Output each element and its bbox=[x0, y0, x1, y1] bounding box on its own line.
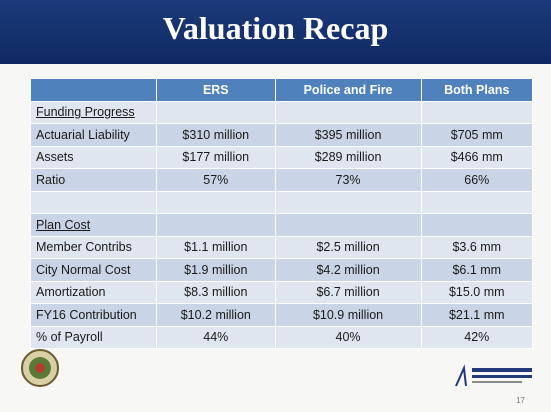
empty-cell bbox=[274, 213, 422, 237]
column-header: ERS bbox=[156, 78, 276, 102]
empty-cell bbox=[156, 100, 276, 124]
empty-cell bbox=[274, 100, 422, 124]
row-label: % of Payroll bbox=[30, 325, 157, 349]
table-row: Assets $177 million $289 million $466 mm bbox=[30, 145, 534, 169]
empty-cell bbox=[274, 190, 422, 214]
row-label: FY16 Contribution bbox=[30, 303, 157, 327]
header-row: ERS Police and Fire Both Plans bbox=[30, 78, 534, 102]
title-bar bbox=[0, 0, 551, 64]
recap-table: ERS Police and Fire Both Plans Funding Pro… bbox=[30, 78, 534, 349]
table-body: Funding Progress Actuarial Liability $310 … bbox=[30, 100, 534, 349]
empty-cell bbox=[420, 190, 534, 214]
table-row: Amortization $8.3 million $6.7 million $15.… bbox=[30, 280, 534, 304]
value-cell: 44% bbox=[156, 325, 276, 349]
empty-cell bbox=[30, 190, 157, 214]
table-row: City Normal Cost $1.9 million $4.2 million… bbox=[30, 258, 534, 282]
value-cell: $2.5 million bbox=[274, 235, 422, 259]
row-label: Assets bbox=[30, 145, 157, 169]
table-row: Funding Progress bbox=[30, 100, 534, 124]
value-cell: $10.2 million bbox=[156, 303, 276, 327]
value-cell: $10.9 million bbox=[274, 303, 422, 327]
value-cell: $6.1 mm bbox=[420, 258, 534, 282]
table-row: % of Payroll 44% 40% 42% bbox=[30, 325, 534, 349]
value-cell: $4.2 million bbox=[274, 258, 422, 282]
section-title: Plan Cost bbox=[30, 213, 157, 237]
slide-title: Valuation Recap bbox=[162, 10, 389, 46]
empty-cell bbox=[156, 190, 276, 214]
value-cell: $15.0 mm bbox=[420, 280, 534, 304]
table-row: FY16 Contribution $10.2 million $10.9 mill… bbox=[30, 303, 534, 327]
city-seal bbox=[21, 349, 59, 387]
value-cell: $6.7 million bbox=[274, 280, 422, 304]
value-cell: 66% bbox=[420, 168, 534, 192]
row-label: Ratio bbox=[30, 168, 157, 192]
value-cell: $1.1 million bbox=[156, 235, 276, 259]
value-cell: 73% bbox=[274, 168, 422, 192]
empty-cell bbox=[420, 100, 534, 124]
table-row: Actuarial Liability $310 million $395 mill… bbox=[30, 123, 534, 147]
value-cell: $8.3 million bbox=[156, 280, 276, 304]
value-cell: $705 mm bbox=[420, 123, 534, 147]
column-header: Both Plans bbox=[420, 78, 534, 102]
row-label: Actuarial Liability bbox=[30, 123, 157, 147]
value-cell: $466 mm bbox=[420, 145, 534, 169]
table-row: Member Contribs $1.1 million $2.5 million $… bbox=[30, 235, 534, 259]
value-cell: $1.9 million bbox=[156, 258, 276, 282]
value-cell: $395 million bbox=[274, 123, 422, 147]
value-cell: $289 million bbox=[274, 145, 422, 169]
table-row: Plan Cost bbox=[30, 213, 534, 237]
table-row bbox=[30, 190, 534, 214]
table-row: Ratio 57% 73% 66% bbox=[30, 168, 534, 192]
header-cell bbox=[30, 78, 157, 102]
value-cell: 42% bbox=[420, 325, 534, 349]
section-title: Funding Progress bbox=[30, 100, 157, 124]
value-cell: 57% bbox=[156, 168, 276, 192]
row-label: City Normal Cost bbox=[30, 258, 157, 282]
firm-logo bbox=[455, 364, 532, 387]
empty-cell bbox=[156, 213, 276, 237]
row-label: Member Contribs bbox=[30, 235, 157, 259]
page-number: 17 bbox=[516, 396, 525, 405]
value-cell: $21.1 mm bbox=[420, 303, 534, 327]
empty-cell bbox=[420, 213, 534, 237]
value-cell: $3.6 mm bbox=[420, 235, 534, 259]
value-cell: $310 million bbox=[156, 123, 276, 147]
column-header: Police and Fire bbox=[274, 78, 422, 102]
row-label: Amortization bbox=[30, 280, 157, 304]
value-cell: 40% bbox=[274, 325, 422, 349]
value-cell: $177 million bbox=[156, 145, 276, 169]
